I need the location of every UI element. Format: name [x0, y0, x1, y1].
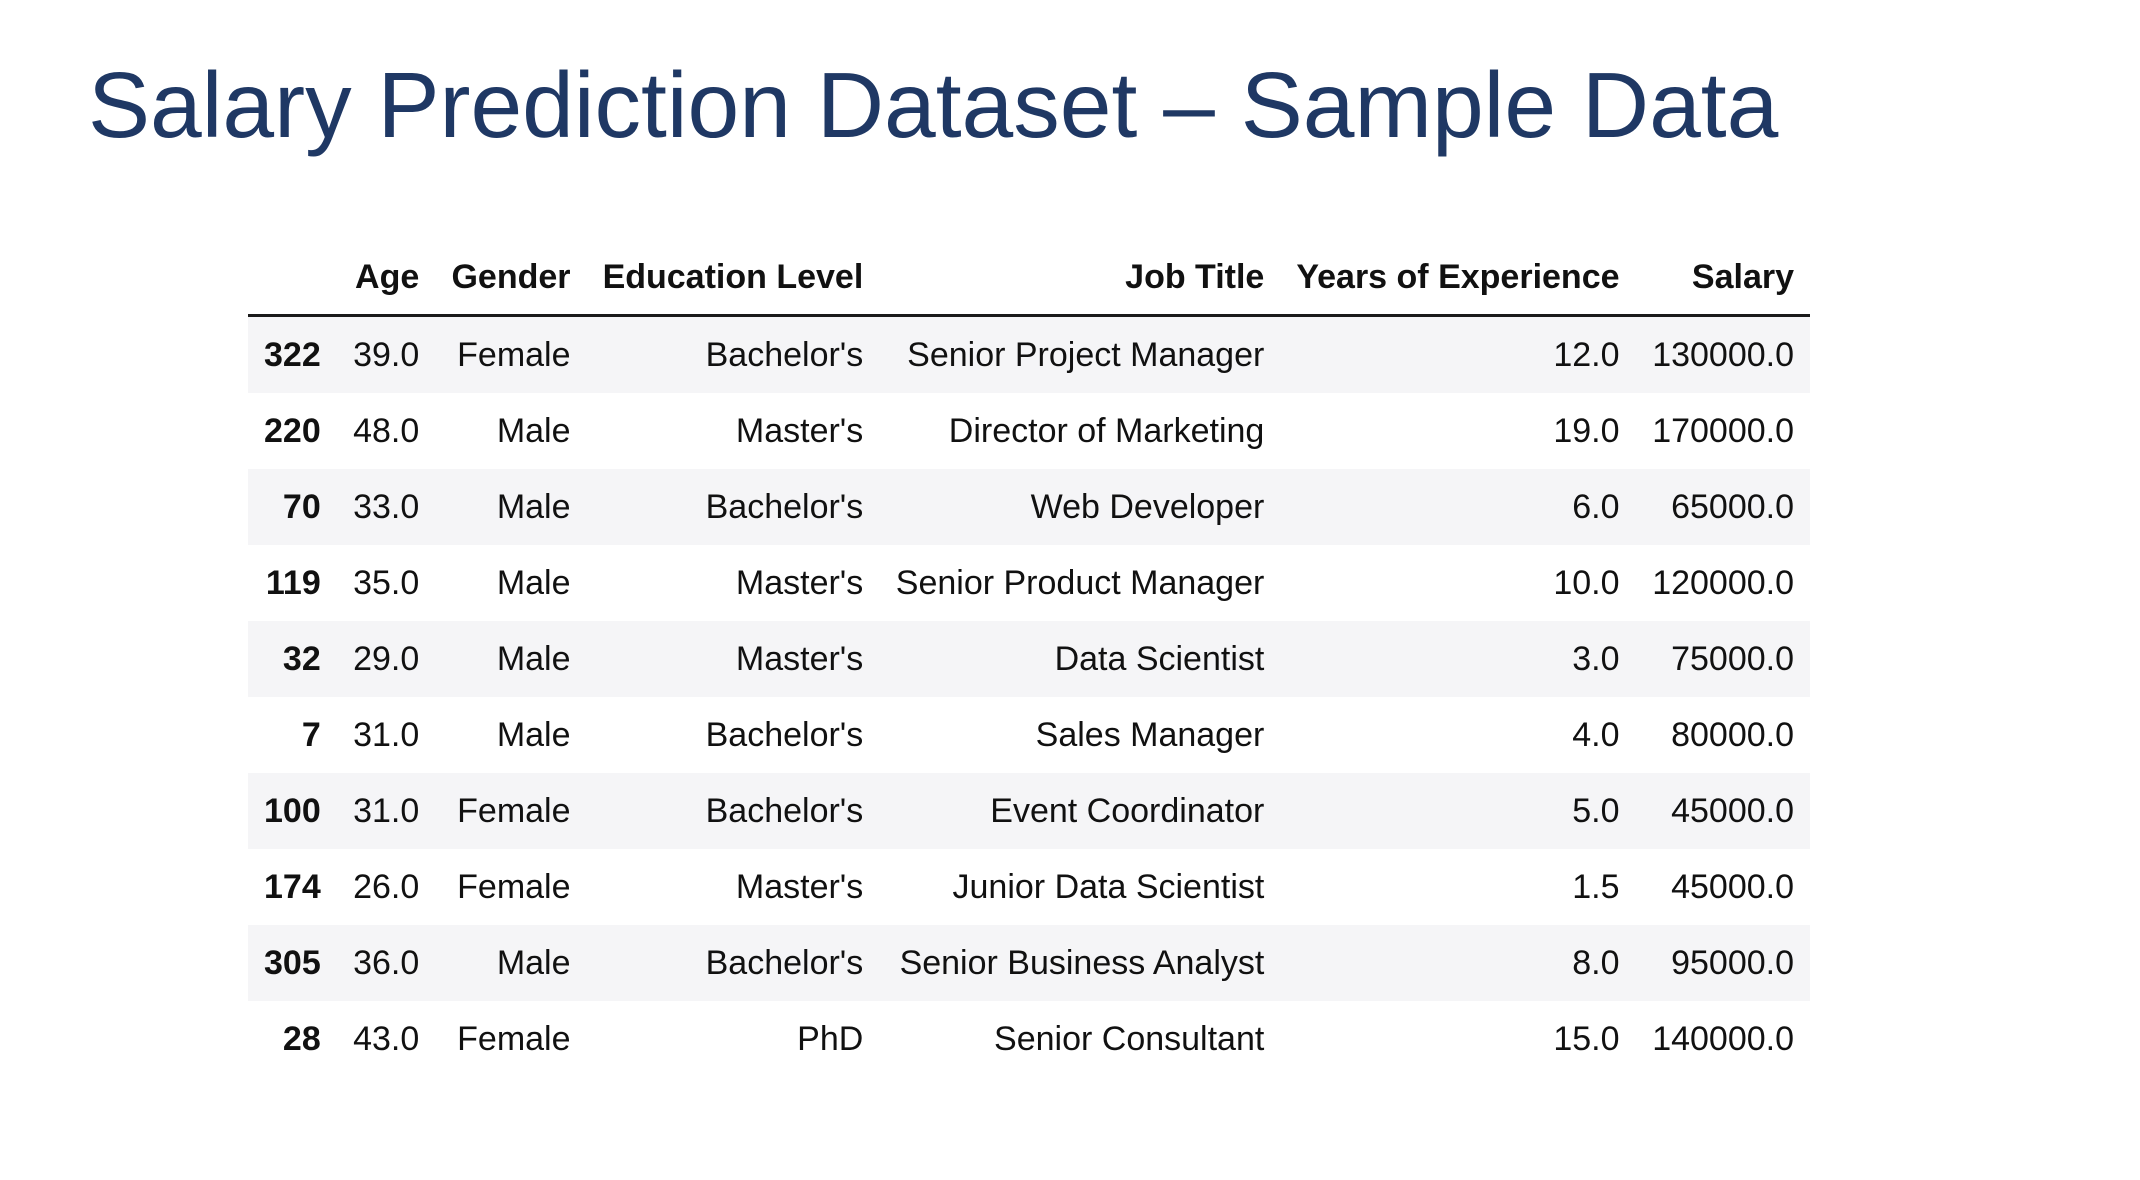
cell-salary: 75000.0 [1671, 639, 1794, 678]
cell-gender: Male [496, 411, 571, 450]
cell-years-of-experience: 6.0 [1572, 487, 1620, 526]
cell-years-of-experience: 3.0 [1572, 639, 1620, 678]
cell-gender: Female [457, 335, 571, 374]
row-index: 322 [264, 335, 321, 374]
cell-age: 36.0 [353, 943, 420, 982]
column-header-salary: Salary [1635, 240, 1810, 317]
dataframe-container: Age Gender Education Level Job Title Yea… [248, 240, 1810, 1077]
cell-age: 43.0 [353, 1019, 420, 1058]
cell-age: 48.0 [353, 411, 420, 450]
cell-years-of-experience: 15.0 [1553, 1019, 1620, 1058]
cell-years-of-experience: 4.0 [1572, 715, 1620, 754]
cell-age: 39.0 [353, 335, 420, 374]
table-row: 174 26.0 Female Master's Junior Data Sci… [248, 849, 1810, 925]
cell-years-of-experience: 12.0 [1553, 335, 1620, 374]
cell-gender: Female [457, 1019, 571, 1058]
row-index: 174 [264, 867, 321, 906]
column-header-years-of-experience: Years of Experience [1280, 240, 1636, 317]
cell-gender: Female [457, 867, 571, 906]
row-index: 305 [264, 943, 321, 982]
cell-years-of-experience: 5.0 [1572, 791, 1620, 830]
cell-job-title: Event Coordinator [990, 791, 1265, 830]
cell-salary: 170000.0 [1652, 411, 1794, 450]
table-row: 70 33.0 Male Bachelor's Web Developer 6.… [248, 469, 1810, 545]
cell-gender: Male [496, 487, 571, 526]
row-index: 32 [282, 639, 321, 678]
cell-education-level: Master's [735, 563, 864, 602]
table-row: 322 39.0 Female Bachelor's Senior Projec… [248, 315, 1810, 393]
cell-gender: Male [496, 715, 571, 754]
row-index: 119 [265, 563, 321, 602]
cell-years-of-experience: 1.5 [1572, 867, 1620, 906]
cell-salary: 140000.0 [1652, 1019, 1794, 1058]
cell-age: 29.0 [353, 639, 420, 678]
table-header: Age Gender Education Level Job Title Yea… [248, 240, 1810, 317]
cell-age: 33.0 [353, 487, 420, 526]
cell-education-level: Bachelor's [705, 335, 864, 374]
cell-education-level: Bachelor's [705, 943, 864, 982]
row-index: 220 [264, 411, 321, 450]
cell-job-title: Data Scientist [1054, 639, 1265, 678]
header-row: Age Gender Education Level Job Title Yea… [248, 240, 1810, 317]
column-header-education-level: Education Level [586, 240, 880, 317]
cell-age: 26.0 [353, 867, 420, 906]
cell-age: 35.0 [353, 563, 420, 602]
row-index: 70 [282, 487, 321, 526]
table-row: 28 43.0 Female PhD Senior Consultant 15.… [248, 1001, 1810, 1077]
cell-job-title: Senior Business Analyst [899, 943, 1265, 982]
cell-education-level: PhD [797, 1019, 864, 1058]
table-row: 32 29.0 Male Master's Data Scientist 3.0… [248, 621, 1810, 697]
cell-salary: 65000.0 [1671, 487, 1794, 526]
cell-salary: 45000.0 [1671, 791, 1794, 830]
table-body: 322 39.0 Female Bachelor's Senior Projec… [248, 315, 1810, 1077]
cell-education-level: Master's [735, 411, 864, 450]
row-index: 28 [282, 1019, 321, 1058]
cell-education-level: Master's [735, 867, 864, 906]
cell-job-title: Web Developer [1030, 487, 1265, 526]
cell-job-title: Sales Manager [1035, 715, 1265, 754]
cell-years-of-experience: 10.0 [1553, 563, 1620, 602]
cell-gender: Male [496, 943, 571, 982]
cell-salary: 120000.0 [1652, 563, 1794, 602]
cell-years-of-experience: 8.0 [1572, 943, 1620, 982]
table-row: 100 31.0 Female Bachelor's Event Coordin… [248, 773, 1810, 849]
cell-gender: Male [496, 639, 571, 678]
cell-education-level: Bachelor's [705, 715, 864, 754]
cell-education-level: Bachelor's [705, 791, 864, 830]
slide-title: Salary Prediction Dataset – Sample Data [88, 53, 1779, 157]
cell-salary: 45000.0 [1671, 867, 1794, 906]
table-row: 220 48.0 Male Master's Director of Marke… [248, 393, 1810, 469]
cell-gender: Female [457, 791, 571, 830]
table-row: 119 35.0 Male Master's Senior Product Ma… [248, 545, 1810, 621]
cell-job-title: Senior Product Manager [895, 563, 1265, 602]
cell-education-level: Bachelor's [705, 487, 864, 526]
cell-job-title: Director of Marketing [948, 411, 1265, 450]
cell-years-of-experience: 19.0 [1553, 411, 1620, 450]
cell-job-title: Junior Data Scientist [952, 867, 1265, 906]
column-header-job-title: Job Title [879, 240, 1281, 317]
column-header-age: Age [336, 240, 436, 317]
row-index: 100 [264, 791, 321, 830]
table-row: 305 36.0 Male Bachelor's Senior Business… [248, 925, 1810, 1001]
sample-data-table: Age Gender Education Level Job Title Yea… [248, 240, 1810, 1077]
cell-age: 31.0 [353, 791, 420, 830]
cell-salary: 95000.0 [1671, 943, 1794, 982]
cell-gender: Male [496, 563, 571, 602]
row-index: 7 [301, 715, 321, 754]
column-header-gender: Gender [435, 240, 587, 317]
cell-education-level: Master's [735, 639, 864, 678]
index-column-header [248, 240, 337, 317]
cell-job-title: Senior Consultant [994, 1019, 1265, 1058]
cell-salary: 80000.0 [1671, 715, 1794, 754]
cell-job-title: Senior Project Manager [907, 335, 1265, 374]
cell-age: 31.0 [353, 715, 420, 754]
table-row: 7 31.0 Male Bachelor's Sales Manager 4.0… [248, 697, 1810, 773]
cell-salary: 130000.0 [1652, 335, 1794, 374]
